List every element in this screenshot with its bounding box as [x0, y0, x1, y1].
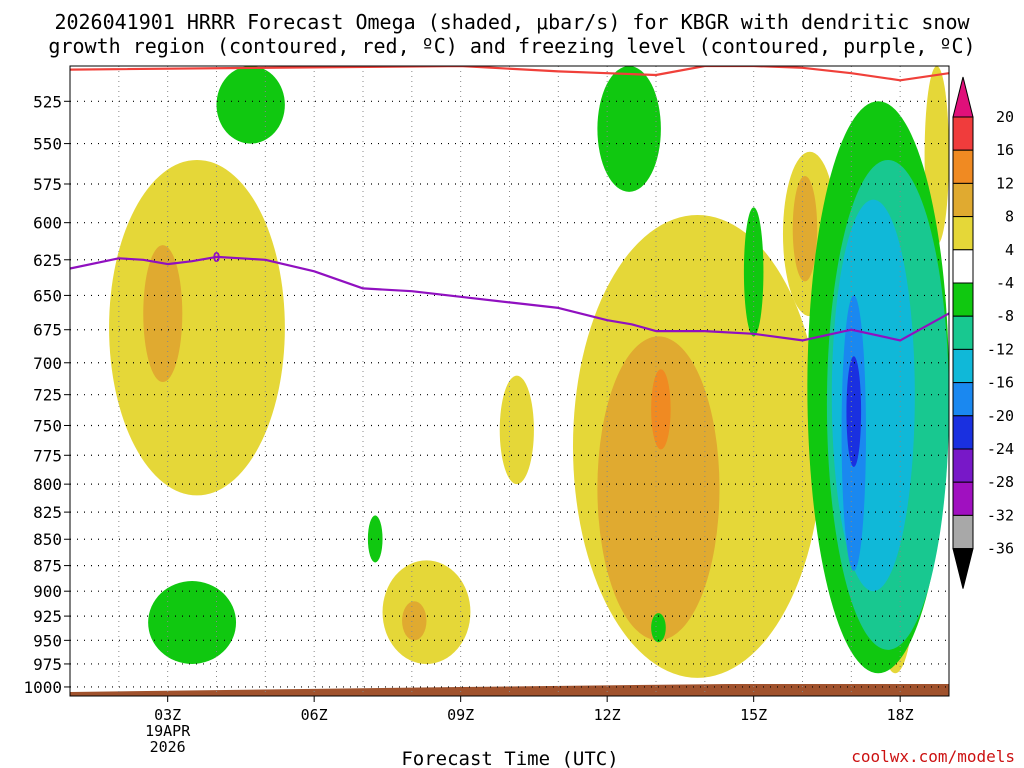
y-tick-label: 600: [33, 214, 62, 233]
colorbar-swatch: [952, 182, 974, 218]
x-date-label: 19APR: [145, 722, 191, 740]
colorbar-arrow-top: [952, 76, 974, 118]
colorbar-arrow-bottom: [952, 548, 974, 589]
omega-region-1: [143, 245, 183, 383]
y-tick-label: 850: [33, 530, 62, 549]
chart-title-line1: 2026041901 HRRR Forecast Omega (shaded, …: [54, 10, 970, 34]
y-tick-label: 650: [33, 286, 62, 305]
y-tick-label: 975: [33, 655, 62, 674]
x-tick-label: 18Z: [887, 706, 914, 724]
freezing-level-line: [70, 255, 949, 342]
y-tick-label: 550: [33, 135, 62, 154]
x-date-label: 2026: [150, 738, 186, 756]
x-tick-label: 09Z: [447, 706, 474, 724]
colorbar-tick-label: -12: [987, 340, 1014, 358]
y-tick-label: 675: [33, 321, 62, 340]
colorbar-tick-label: -8: [996, 307, 1014, 325]
colorbar-swatch: [952, 415, 974, 450]
colorbar-tick-label: 8: [1005, 208, 1014, 226]
x-tick-label: 15Z: [740, 706, 767, 724]
colorbar-swatch: [952, 382, 974, 417]
y-tick-label: 700: [33, 354, 62, 373]
omega-region-3: [382, 560, 471, 664]
colorbar-tick-label: -36: [987, 540, 1014, 558]
colorbar-swatch: [952, 514, 974, 550]
omega-region-2: [499, 375, 534, 485]
colorbar-swatch: [952, 249, 974, 284]
pressure-axis: 525 550 575 600 625 650 675 700 725 750 775 800 825 8…: [23, 92, 70, 697]
y-tick-label: 775: [33, 446, 62, 465]
credit-text: coolwx.com/models: [851, 747, 1015, 766]
plot-frame: [69, 65, 950, 697]
y-tick-label: 625: [33, 251, 62, 270]
y-tick-label: 725: [33, 386, 62, 405]
colorbar-tick-label: -4: [996, 274, 1014, 292]
colorbar-swatch: [952, 448, 974, 483]
chart-title-line2: growth region (contoured, red, ºC) and f…: [48, 34, 975, 58]
colorbar-tick-label: -28: [987, 473, 1014, 491]
x-tick-label: 03Z: [154, 706, 181, 724]
colorbar-swatch: [952, 216, 974, 251]
omega-region-0: [109, 159, 285, 496]
colorbar-swatch: [952, 149, 974, 184]
colorbar-tick-label: -20: [987, 407, 1014, 425]
grid-layer: [70, 66, 949, 696]
colorbar-swatch: [952, 282, 974, 317]
omega-region-14: [597, 66, 661, 192]
y-tick-label: 750: [33, 416, 62, 435]
omega-region-13: [216, 66, 285, 144]
colorbar-tick-label: 12: [996, 174, 1014, 192]
x-tick-label: 12Z: [594, 706, 621, 724]
colorbar-swatch: [952, 348, 974, 384]
freezing-level-label: 0: [213, 251, 221, 266]
contour-lines-layer: 0: [70, 66, 949, 342]
omega-region-17: [651, 613, 666, 643]
colorbar-swatch: [952, 116, 974, 151]
y-tick-label: 575: [33, 175, 62, 194]
colorbar-tick-label: 16: [996, 141, 1014, 159]
y-tick-label: 525: [33, 92, 62, 111]
colorbar-swatch: [952, 481, 974, 516]
y-tick-label: 825: [33, 503, 62, 522]
y-tick-label: 950: [33, 631, 62, 650]
y-tick-label: 800: [33, 475, 62, 494]
terrain-layer: [70, 684, 949, 696]
colorbar-tick-label: -16: [987, 374, 1014, 392]
omega-region-7: [651, 369, 671, 450]
colorbar-tick-label: 20: [996, 108, 1014, 126]
dendritic-growth-line: [70, 66, 949, 82]
omega-region-9: [792, 176, 818, 282]
omega-region-4: [402, 601, 427, 641]
colorbar: 20 16 12 8 4 -4 -8 -12 -16 -20 -24 -28 -32 -36: [952, 76, 1014, 589]
omega-region-23: [846, 356, 862, 467]
omega-region-6: [597, 336, 720, 641]
y-tick-label: 900: [33, 582, 62, 601]
omega-region-16: [367, 515, 383, 563]
y-tick-label: 875: [33, 557, 62, 576]
y-tick-label: 1000: [23, 678, 62, 697]
colorbar-tick-label: 4: [1005, 241, 1014, 259]
omega-shading-layer: [109, 66, 949, 678]
colorbar-tick-label: -32: [987, 506, 1014, 524]
colorbar-swatch: [952, 315, 974, 350]
colorbar-tick-label: -24: [987, 440, 1014, 458]
y-tick-label: 925: [33, 607, 62, 626]
x-tick-label: 06Z: [301, 706, 328, 724]
omega-region-15: [148, 581, 237, 664]
x-axis-label: Forecast Time (UTC): [401, 748, 618, 768]
terrain-surface: [70, 684, 949, 696]
